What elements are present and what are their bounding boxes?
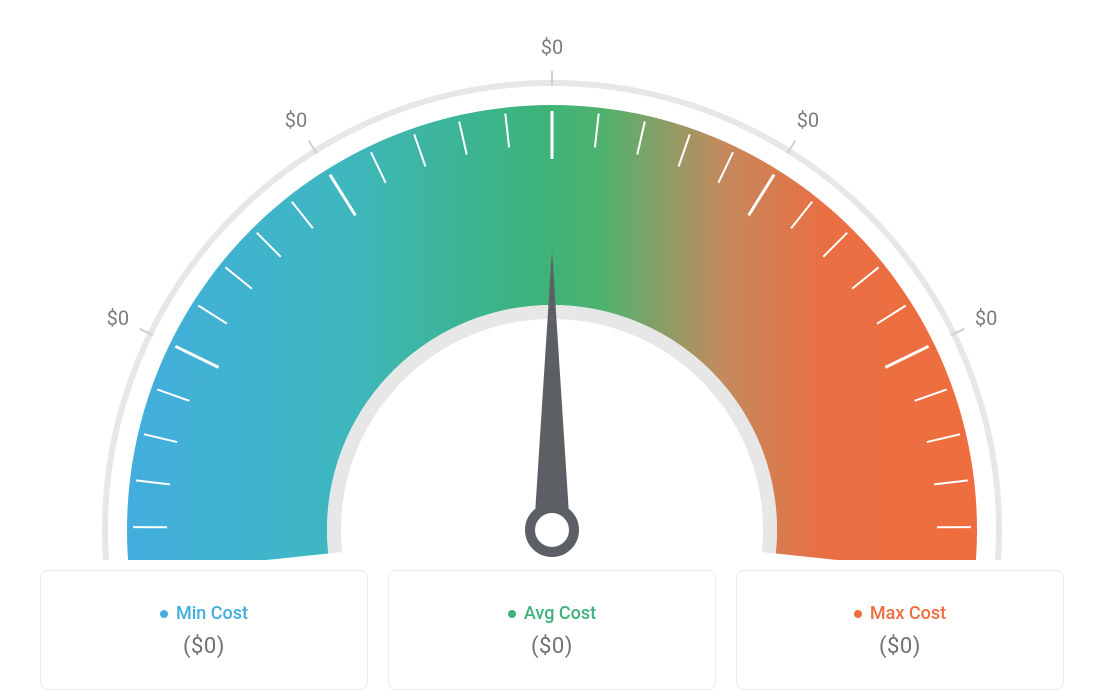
legend-row: Min Cost ($0) Avg Cost ($0) Max Cost ($0) <box>0 570 1104 690</box>
legend-value: ($0) <box>757 634 1043 659</box>
legend-card: Avg Cost ($0) <box>388 570 716 690</box>
legend-card: Max Cost ($0) <box>736 570 1064 690</box>
gauge-chart: $0$0$0$0$0$0$0 <box>0 0 1104 560</box>
legend-label-row: Max Cost <box>757 603 1043 624</box>
legend-value: ($0) <box>409 634 695 659</box>
gauge-svg <box>0 0 1104 560</box>
legend-label: Max Cost <box>870 603 946 624</box>
legend-label: Avg Cost <box>524 603 596 624</box>
legend-dot <box>854 610 862 618</box>
gauge-tick-label: $0 <box>975 306 997 330</box>
legend-dot <box>508 610 516 618</box>
legend-card: Min Cost ($0) <box>40 570 368 690</box>
legend-label-row: Min Cost <box>61 603 347 624</box>
legend-label: Min Cost <box>176 603 248 624</box>
gauge-tick-label: $0 <box>541 35 563 59</box>
gauge-needle-hub <box>530 508 574 552</box>
legend-dot <box>160 610 168 618</box>
gauge-tick-label: $0 <box>107 306 129 330</box>
legend-value: ($0) <box>61 634 347 659</box>
gauge-tick-label: $0 <box>797 108 819 132</box>
legend-label-row: Avg Cost <box>409 603 695 624</box>
gauge-tick-label: $0 <box>285 108 307 132</box>
